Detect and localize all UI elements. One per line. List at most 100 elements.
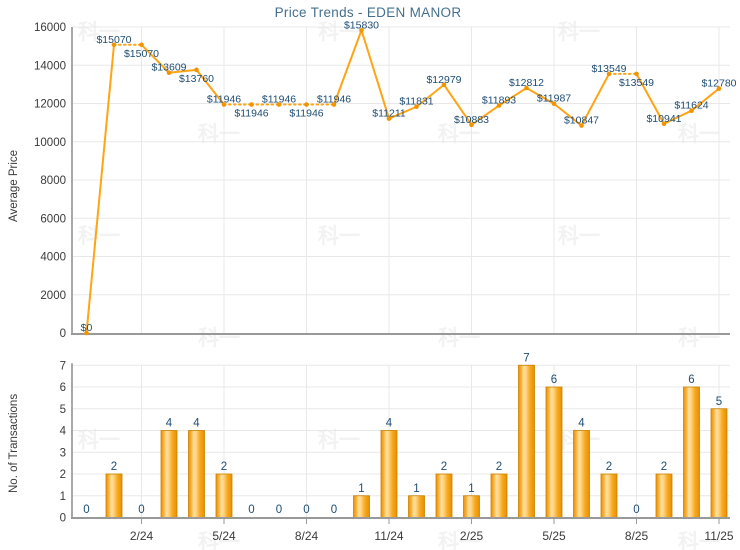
data-point-marker: [304, 102, 309, 107]
x-tick-label: 2/24: [130, 529, 154, 543]
price-line-segment: [663, 109, 692, 125]
point-price-label: $10941: [646, 113, 681, 125]
point-price-label: $12979: [426, 74, 461, 86]
bar-value-label: 1: [413, 483, 419, 495]
bar-value-label: 0: [138, 504, 144, 516]
point-price-label: $15070: [96, 34, 131, 46]
bar-value-label: 5: [716, 396, 722, 408]
bar-value-label: 6: [688, 374, 694, 386]
bar-value-label: 1: [468, 483, 474, 495]
price-line-segment: [168, 68, 197, 74]
y-axis-spine: [71, 27, 73, 335]
chart-title: Price Trends - EDEN MANOR: [274, 5, 462, 20]
x-tick-label: 11/25: [704, 529, 733, 543]
price-line-segment: [690, 87, 720, 112]
data-point-marker: [359, 27, 364, 33]
data-point-marker: [194, 67, 199, 73]
data-point-marker: [524, 85, 529, 91]
data-point-marker: [111, 42, 117, 48]
transaction-bar: [408, 495, 425, 518]
point-price-label: $12812: [509, 77, 544, 89]
data-point-marker: [469, 122, 474, 128]
transaction-bar: [105, 473, 123, 518]
point-price-label: $12780: [701, 78, 736, 90]
transaction-bar: [600, 473, 618, 518]
data-point-marker: [579, 123, 584, 128]
transaction-bar: [683, 386, 700, 518]
price-line-segment: [580, 73, 610, 127]
y-tick-label: 4000: [40, 252, 66, 264]
bar-value-label: 4: [193, 418, 200, 430]
y-tick-label: 12000: [34, 99, 66, 111]
price-line-segment: [85, 44, 115, 334]
y-tick-label: 6: [60, 382, 66, 394]
data-point-marker: [414, 104, 419, 110]
point-price-label: $13760: [179, 73, 214, 85]
bar-value-label: 0: [303, 504, 309, 516]
point-price-label: $11946: [289, 108, 323, 120]
price-line-segment: [635, 73, 665, 125]
transaction-bar: [215, 473, 233, 518]
y-tick-label: 2: [60, 469, 66, 481]
y-tick-label: 1: [60, 491, 66, 503]
y-tick-label: 7: [60, 360, 66, 372]
data-point-marker: [716, 86, 722, 91]
point-price-label: $11946: [262, 94, 296, 106]
bar-value-label: 0: [276, 504, 282, 516]
bar-value-label: 0: [633, 504, 639, 516]
price-line-segment: [443, 84, 473, 126]
y-tick-label: 0: [60, 328, 66, 340]
transaction-bar: [490, 473, 508, 518]
point-price-label: $11946: [207, 94, 241, 106]
point-price-label: $11987: [537, 93, 571, 105]
data-point-marker: [496, 103, 502, 108]
point-price-label: $11946: [234, 108, 268, 120]
data-point-marker: [276, 102, 282, 107]
data-point-marker: [331, 102, 337, 107]
point-price-label: $0: [81, 322, 93, 334]
price-line-segment: [195, 69, 225, 106]
data-point-marker: [386, 116, 392, 121]
bar-value-label: 4: [166, 418, 173, 430]
x-tick-label: 8/25: [625, 529, 649, 543]
transaction-bar: [710, 408, 728, 518]
point-price-label: $15830: [344, 19, 379, 31]
price-line-segment: [388, 105, 417, 120]
bar-value-label: 4: [578, 418, 585, 430]
point-price-label: $13609: [151, 62, 186, 74]
y-tick-label: 14000: [34, 60, 66, 72]
transaction-bar: [463, 495, 480, 518]
price-line-segment: [470, 104, 500, 126]
y-tick-label: 5: [60, 404, 66, 416]
y-tick-label: 4: [60, 426, 67, 438]
point-price-label: $15070: [124, 48, 159, 60]
bar-value-label: 0: [83, 504, 89, 516]
bar-value-label: 1: [358, 483, 364, 495]
data-point-marker: [139, 42, 144, 48]
x-tick-label: 5/25: [542, 529, 566, 543]
transaction-bar: [353, 495, 370, 518]
bar-value-label: 2: [496, 461, 502, 473]
bar-value-label: 6: [551, 374, 557, 386]
y-tick-label: 0: [60, 513, 66, 525]
y-tick-label: 6000: [40, 213, 66, 225]
point-price-label: $11831: [399, 96, 433, 108]
bar-value-label: 2: [441, 461, 447, 473]
point-price-label: $13549: [591, 63, 626, 75]
point-price-label: $11211: [372, 108, 406, 120]
y-tick-label: 8000: [40, 175, 66, 187]
transaction-bar: [435, 473, 453, 518]
price-line-segment: [498, 87, 528, 107]
point-price-label: $10847: [564, 115, 599, 127]
x-tick-label: 2/25: [460, 529, 484, 543]
bar-value-label: 7: [523, 352, 529, 364]
x-axis-spine: [71, 333, 730, 335]
data-point-marker: [441, 82, 447, 88]
transaction-bar: [188, 430, 205, 518]
point-price-label: $11893: [482, 95, 516, 107]
point-price-label: $13549: [619, 77, 654, 89]
price-line-segment: [333, 29, 363, 105]
transaction-bar: [518, 364, 535, 518]
